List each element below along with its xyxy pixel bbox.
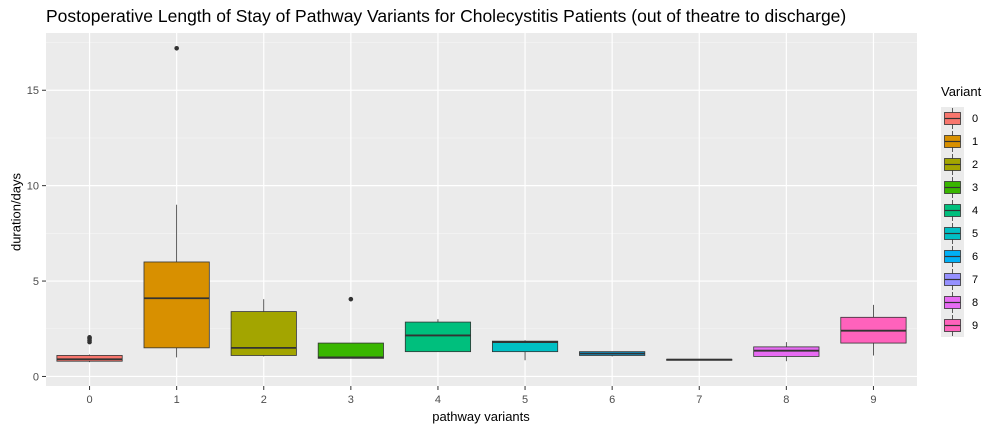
legend-item-6: 6 xyxy=(941,245,981,268)
legend-item-2: 2 xyxy=(941,153,981,176)
legend-title: Variant xyxy=(941,84,982,99)
box-variant-6 xyxy=(579,351,646,357)
y-axis-label: duration/days xyxy=(8,172,24,252)
legend-label: 2 xyxy=(972,158,979,171)
box-variant-3 xyxy=(317,296,384,359)
x-tick-label: 9 xyxy=(870,394,876,406)
box-variant-7 xyxy=(666,358,733,361)
box-iqr xyxy=(753,346,820,357)
box-variant-8 xyxy=(753,342,820,362)
x-axis-label: pathway variants xyxy=(432,409,530,424)
legend-swatch xyxy=(944,200,961,221)
box-variant-2 xyxy=(230,299,297,357)
legend-swatch xyxy=(944,154,961,175)
box-iqr xyxy=(56,355,123,362)
legend-swatch xyxy=(944,177,961,198)
legend-key xyxy=(941,153,964,176)
x-tick-label: 6 xyxy=(609,394,615,406)
box-variant-0 xyxy=(56,335,123,363)
y-tick-label: 15 xyxy=(27,85,39,97)
legend-key xyxy=(941,314,964,337)
legend-key xyxy=(941,107,964,130)
legend-label: 6 xyxy=(972,250,979,263)
outlier-point xyxy=(174,45,179,51)
legend-swatch xyxy=(944,246,961,267)
legend-swatch xyxy=(944,315,961,336)
legend-swatch xyxy=(944,269,961,290)
legend-item-3: 3 xyxy=(941,176,981,199)
x-tick-label: 4 xyxy=(435,394,441,406)
x-tick-label: 3 xyxy=(348,394,354,406)
legend-label: 3 xyxy=(972,181,979,194)
legend-label: 5 xyxy=(972,227,979,240)
x-tick-label: 7 xyxy=(696,394,702,406)
box-iqr xyxy=(317,342,384,359)
legend-item-9: 9 xyxy=(941,314,981,337)
y-tick-label: 0 xyxy=(33,371,39,383)
legend-label: 7 xyxy=(972,273,979,286)
legend-label: 4 xyxy=(972,204,979,217)
legend-key xyxy=(941,130,964,153)
legend-item-5: 5 xyxy=(941,222,981,245)
box-variant-4 xyxy=(404,319,472,353)
x-tick-label: 2 xyxy=(261,394,267,406)
y-tick-label: 5 xyxy=(33,276,39,288)
legend-item-8: 8 xyxy=(941,291,981,314)
box-iqr xyxy=(404,321,472,353)
legend-item-7: 7 xyxy=(941,268,981,291)
outlier-point xyxy=(87,335,92,340)
x-tick-label: 5 xyxy=(522,394,528,406)
legend-label: 0 xyxy=(972,112,979,125)
legend-key xyxy=(941,291,964,314)
legend-swatch xyxy=(944,108,961,129)
y-tick-label: 10 xyxy=(27,181,39,193)
box-variant-9 xyxy=(840,304,907,356)
x-tick-label: 1 xyxy=(174,394,180,406)
legend-label: 8 xyxy=(972,296,979,309)
legend-item-1: 1 xyxy=(941,130,981,153)
legend-label: 1 xyxy=(972,135,979,148)
legend: Variant 0 1 2 3 4 5 6 7 8 9 xyxy=(941,84,981,337)
legend-swatch xyxy=(944,292,961,313)
legend-key xyxy=(941,222,964,245)
box-variant-5 xyxy=(491,340,559,361)
legend-key xyxy=(941,176,964,199)
outlier-point xyxy=(348,296,354,302)
legend-swatch xyxy=(944,223,961,244)
legend-swatch xyxy=(944,131,961,152)
box-variant-1 xyxy=(143,45,210,358)
box-iqr xyxy=(143,261,210,349)
box-iqr xyxy=(491,340,559,353)
legend-item-4: 4 xyxy=(941,199,981,222)
legend-key xyxy=(941,245,964,268)
x-tick-label: 8 xyxy=(783,394,789,406)
legend-label: 9 xyxy=(972,319,979,332)
legend-key xyxy=(941,199,964,222)
box-iqr xyxy=(230,311,297,356)
legend-key xyxy=(941,268,964,291)
x-tick-label: 0 xyxy=(86,394,92,406)
legend-item-0: 0 xyxy=(941,107,981,130)
chart-title: Postoperative Length of Stay of Pathway … xyxy=(46,6,847,26)
